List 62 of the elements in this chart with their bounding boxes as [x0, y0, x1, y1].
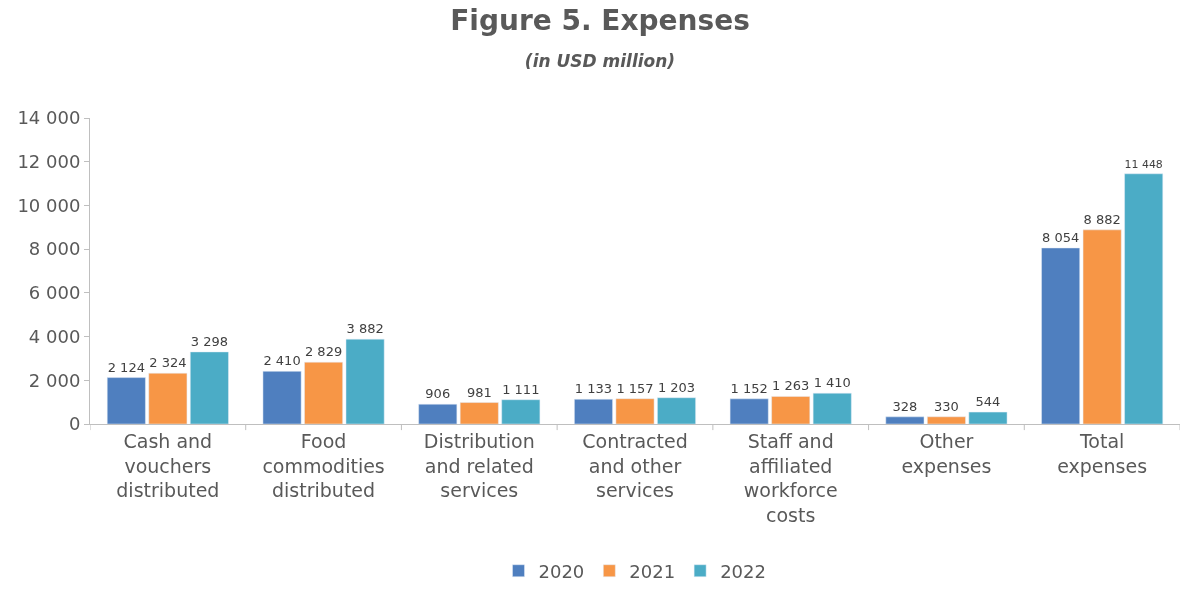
y-tick-label: 12 000 — [17, 151, 81, 173]
y-tick-label: 8 000 — [28, 238, 81, 260]
data-label: 981 — [466, 384, 492, 400]
data-label: 544 — [975, 394, 1001, 410]
data-label: 3 882 — [346, 321, 384, 337]
x-tick-label: Staff and affiliated workforce costs — [743, 429, 838, 526]
data-label: 906 — [425, 386, 451, 402]
bar — [148, 372, 188, 424]
data-label: 3 298 — [190, 333, 228, 349]
bar — [1082, 229, 1122, 424]
bar — [615, 398, 655, 424]
bar — [106, 377, 146, 424]
data-label: 1 410 — [813, 375, 851, 391]
legend-label: 2020 — [538, 560, 585, 582]
legend-label: 2021 — [629, 560, 676, 582]
bar — [418, 403, 458, 424]
bar — [459, 402, 499, 424]
data-label: 1 203 — [657, 379, 696, 395]
data-label: 1 157 — [616, 380, 654, 396]
data-label: 2 410 — [263, 353, 301, 369]
y-tick-label: 14 000 — [17, 107, 81, 129]
bar — [657, 397, 696, 424]
y-tick-label: 10 000 — [17, 194, 81, 216]
data-label: 1 152 — [730, 380, 768, 396]
bar — [812, 392, 852, 424]
chart-subtitle: (in USD million) — [524, 50, 676, 71]
data-label: 8 882 — [1083, 211, 1121, 227]
bar — [574, 398, 613, 424]
data-label: 1 133 — [574, 381, 613, 397]
bar — [771, 396, 811, 424]
bar — [729, 398, 769, 424]
data-label: 330 — [934, 398, 959, 414]
x-tick-label: Other expenses — [901, 429, 992, 477]
legend-label: 2022 — [720, 560, 766, 582]
bar — [1041, 247, 1080, 424]
bar — [885, 416, 925, 424]
y-tick-label: 6 000 — [28, 282, 81, 304]
data-label: 2 124 — [107, 359, 145, 375]
bar — [927, 416, 966, 424]
x-tick-label: Contracted and other services — [582, 429, 688, 502]
x-tick-label: Cash and vouchers distributed — [116, 429, 220, 502]
x-tick-label: Food commodities distributed — [262, 429, 385, 502]
x-tick-label: Total expenses — [1057, 429, 1148, 477]
x-tick-label: Distribution and related services — [423, 429, 535, 502]
data-label: 2 829 — [304, 344, 343, 360]
bar — [304, 361, 343, 424]
bar — [262, 371, 302, 424]
bar — [345, 338, 385, 424]
data-label: 8 054 — [1042, 229, 1080, 245]
bar — [968, 411, 1008, 424]
data-label: 328 — [892, 398, 918, 414]
chart-title: Figure 5. Expenses — [450, 4, 750, 38]
y-tick-label: 2 000 — [28, 369, 81, 391]
data-label: 1 111 — [502, 381, 540, 397]
data-label: 1 263 — [772, 378, 810, 394]
y-tick-label: 0 — [68, 413, 81, 435]
y-tick-label: 4 000 — [28, 325, 81, 347]
data-label: 2 324 — [149, 355, 187, 371]
bar — [501, 399, 541, 424]
bar — [190, 351, 229, 424]
data-label: 11 448 — [1124, 158, 1163, 172]
bar — [1124, 173, 1164, 424]
